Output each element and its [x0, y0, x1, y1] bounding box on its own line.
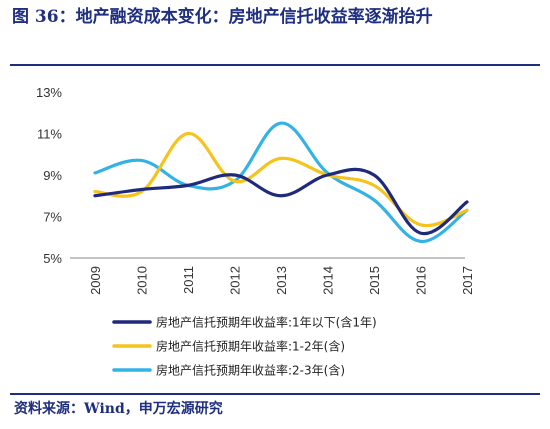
- series-line-2: [93, 131, 469, 228]
- legend: 房地产信托预期年收益率:1年以下(含1年) 房地产信托预期年收益率:1-2年(含)…: [112, 315, 377, 378]
- x-tick-label: 2011: [181, 266, 196, 294]
- x-tick-label: 2016: [414, 266, 429, 295]
- y-tick-label: 9%: [43, 168, 62, 183]
- y-axis: 5% 7% 9% 11% 13%: [36, 85, 62, 266]
- x-tick-label: 2013: [274, 266, 289, 295]
- legend-label-1: 房地产信托预期年收益率:1年以下(含1年): [156, 315, 377, 330]
- series-lines: [93, 121, 469, 243]
- y-tick-label: 11%: [37, 127, 62, 142]
- legend-label-2: 房地产信托预期年收益率:1-2年(含): [156, 339, 345, 354]
- x-tick-label: 2009: [88, 266, 103, 295]
- source-note: 资料来源：Wind，申万宏源研究: [14, 401, 223, 417]
- y-tick-label: 13%: [36, 85, 62, 100]
- x-tick-label: 2010: [135, 266, 150, 295]
- y-tick-label: 5%: [43, 251, 62, 266]
- x-tick-label: 2012: [228, 266, 243, 295]
- figure-title: 图 36：地产融资成本变化：房地产信托收益率逐渐抬升: [12, 7, 433, 27]
- x-tick-label: 2015: [367, 266, 382, 295]
- x-tick-label: 2014: [321, 266, 336, 295]
- series-line-1: [93, 167, 469, 236]
- legend-label-3: 房地产信托预期年收益率:2-3年(含): [156, 363, 345, 378]
- title-divider: [10, 64, 540, 66]
- source-divider: [10, 393, 540, 395]
- y-tick-label: 7%: [43, 210, 62, 225]
- x-axis: 2009 2010 2011 2012 2013 2014 2015 2016 2017: [70, 257, 475, 295]
- x-tick-label: 2017: [460, 266, 475, 295]
